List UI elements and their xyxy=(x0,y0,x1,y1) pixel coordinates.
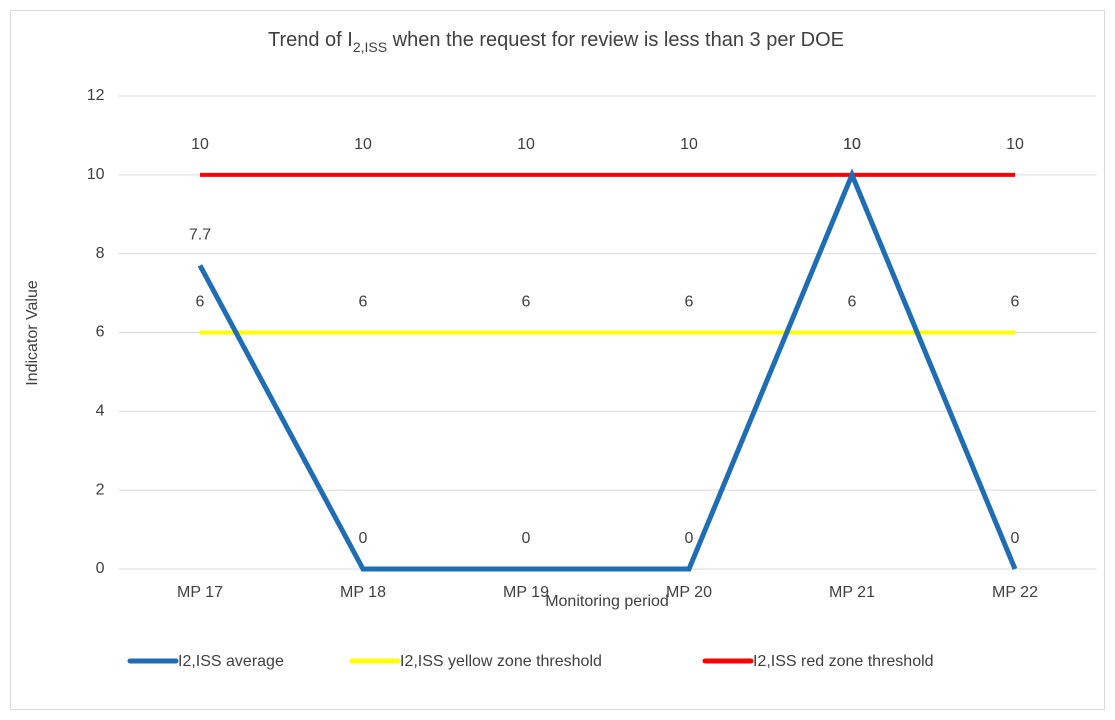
x-tick-label: MP 18 xyxy=(340,584,386,601)
data-label: 10 xyxy=(517,136,535,153)
x-tick-label: MP 20 xyxy=(666,584,712,601)
data-label: 7.7 xyxy=(189,227,211,244)
data-label: 0 xyxy=(1011,530,1020,547)
legend-label: I2,ISS red zone threshold xyxy=(753,653,934,670)
y-tick-label: 12 xyxy=(87,87,105,104)
data-label: 0 xyxy=(522,530,531,547)
data-label: 6 xyxy=(196,294,205,311)
data-label: 0 xyxy=(359,530,368,547)
data-label: 6 xyxy=(848,294,857,311)
data-label: 6 xyxy=(685,294,694,311)
data-label: 10 xyxy=(354,136,372,153)
data-label: 6 xyxy=(1011,294,1020,311)
title-part: when the request for review is less than… xyxy=(387,29,844,51)
x-tick-label: MP 21 xyxy=(829,584,875,601)
data-label: 0 xyxy=(685,530,694,547)
data-label: 10 xyxy=(1006,136,1024,153)
title-subscript: 2,ISS xyxy=(353,39,387,55)
chart-border xyxy=(10,10,1105,710)
y-tick-label: 10 xyxy=(87,166,105,183)
y-tick-label: 0 xyxy=(96,560,105,577)
y-tick-label: 4 xyxy=(96,403,105,420)
data-label: 10 xyxy=(191,136,209,153)
y-tick-label: 6 xyxy=(96,324,105,341)
y-tick-label: 8 xyxy=(96,245,105,262)
chart-title: Trend of I2,ISS when the request for rev… xyxy=(268,29,844,54)
x-tick-label: MP 17 xyxy=(177,584,223,601)
x-axis-label: Monitoring period xyxy=(545,593,669,610)
data-label: 10 xyxy=(843,136,861,153)
data-label: 10 xyxy=(680,136,698,153)
data-label: 10 xyxy=(843,136,861,153)
legend-label: I2,ISS yellow zone threshold xyxy=(400,653,602,670)
series-line xyxy=(197,168,1018,572)
x-tick-label: MP 22 xyxy=(992,584,1038,601)
y-axis-label: Indicator Value xyxy=(24,280,41,386)
title-part: Trend of I xyxy=(268,29,353,51)
data-label: 6 xyxy=(522,294,531,311)
y-tick-label: 2 xyxy=(96,481,105,498)
data-label: 6 xyxy=(359,294,368,311)
legend-label: I2,ISS average xyxy=(178,653,284,670)
x-tick-label: MP 19 xyxy=(503,584,549,601)
